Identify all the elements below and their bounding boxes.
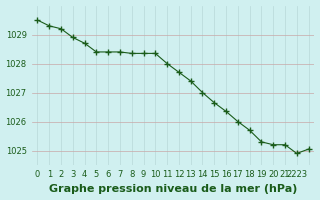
- X-axis label: Graphe pression niveau de la mer (hPa): Graphe pression niveau de la mer (hPa): [49, 184, 297, 194]
